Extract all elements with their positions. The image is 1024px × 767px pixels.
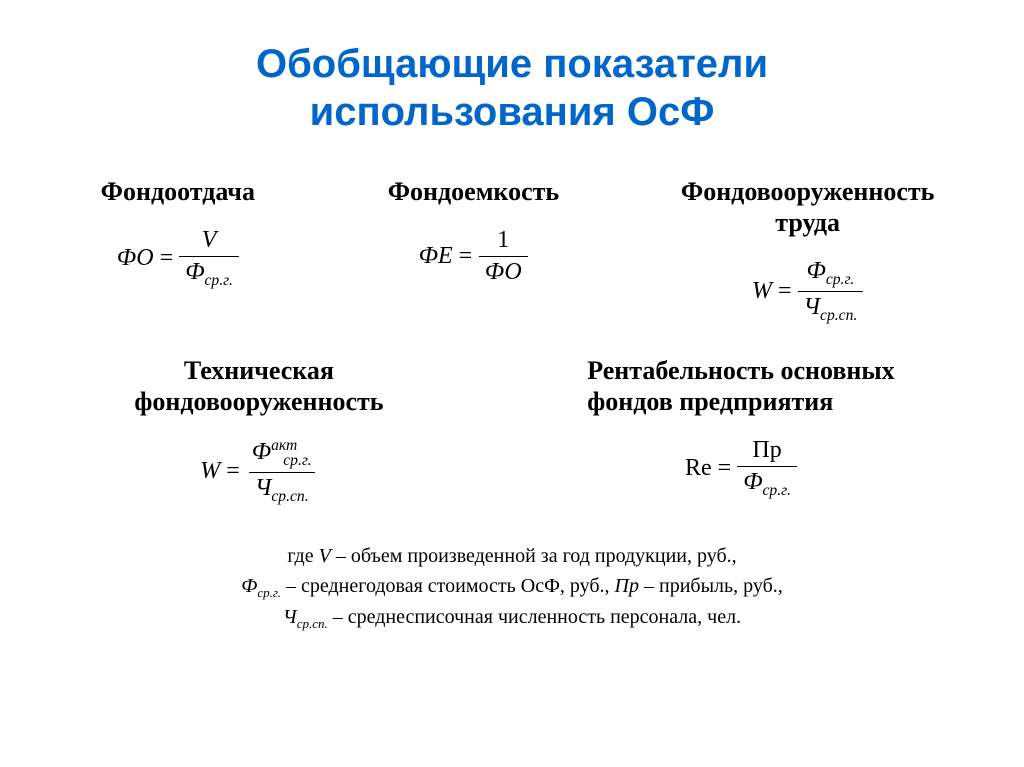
heading-line1: Рентабельность основных [587, 356, 894, 385]
legend-l2-mid: – среднегодовая стоимость ОсФ, руб., [281, 575, 615, 597]
heading-line2: фондов предприятия [587, 387, 833, 416]
legend-pr: Пр [615, 575, 639, 597]
numerator: Фактср.г. [246, 437, 318, 472]
eq: = [778, 278, 792, 305]
slide: Обобщающие показатели использования ОсФ … [0, 0, 1024, 767]
col-tech-fondovooruzhennost: Техническая фондовооруженность W = Фактс… [42, 355, 476, 506]
heading-fondootdacha: Фондоотдача [101, 176, 255, 207]
den-sub: ср.сп. [271, 488, 308, 505]
num-sub: ср.г. [826, 271, 854, 288]
heading-fondovooruzhennost: Фондовооруженность труда [681, 176, 935, 238]
eq: = [718, 455, 732, 482]
slide-title: Обобщающие показатели использования ОсФ [30, 40, 994, 136]
denominator: Чср.сп. [798, 291, 864, 325]
num-main: Ф [807, 258, 826, 284]
eq: = [226, 458, 240, 485]
col-fondootdacha: Фондоотдача ФО = V Фср.г. [33, 176, 322, 325]
formula-fondootdacha: ФО = V Фср.г. [117, 227, 239, 290]
legend-f: Ф [241, 575, 257, 597]
fraction: Пр Фср.г. [737, 437, 797, 500]
col-fondoemkost: Фондоемкость ФЕ = 1 ФО [329, 176, 618, 325]
legend: где V – объем произведенной за год проду… [30, 541, 994, 634]
heading-line1: Фондовооруженность [681, 177, 935, 206]
numerator: 1 [491, 227, 515, 256]
col-fondovooruzhennost: Фондовооруженность труда W = Фср.г. Чср.… [624, 176, 990, 325]
fraction: Фср.г. Чср.сп. [798, 258, 864, 325]
lhs: Re [685, 455, 712, 482]
formula-tech: W = Фактср.г. Чср.сп. [200, 437, 317, 506]
denominator: Фср.г. [179, 256, 239, 290]
den-sub: ср.г. [205, 272, 233, 289]
numerator: Фср.г. [801, 258, 861, 291]
heading-line2: фондовооруженность [134, 387, 383, 416]
legend-line2: Фср.г. – среднегодовая стоимость ОсФ, ру… [30, 571, 994, 603]
formula-rentabelnost: Re = Пр Фср.г. [685, 437, 797, 500]
num-main: Ф [252, 439, 271, 465]
heading-fondoemkost: Фондоемкость [388, 176, 559, 207]
den-main: Ч [804, 294, 821, 320]
den-main: Ф [743, 469, 762, 495]
legend-fsub: ср.г. [257, 585, 281, 600]
heading-line1: Техническая [184, 356, 334, 385]
numerator: V [196, 227, 223, 256]
legend-v: V [319, 545, 331, 567]
lhs: W [200, 458, 220, 485]
den-sub: ср.г. [763, 482, 791, 499]
eq: = [459, 243, 473, 270]
fraction: Фактср.г. Чср.сп. [246, 437, 318, 506]
den-main: Ч [255, 475, 272, 501]
heading-tech: Техническая фондовооруженность [134, 355, 383, 417]
title-line1: Обобщающие показатели [256, 42, 768, 86]
legend-l3-post: – среднесписочная численность персонала,… [328, 606, 741, 628]
denominator: ФО [479, 256, 528, 286]
legend-chsub: ср.сп. [297, 616, 328, 631]
fraction: V Фср.г. [179, 227, 239, 290]
legend-line3: Чср.сп. – среднесписочная численность пе… [30, 602, 994, 634]
num-sub: ср.г. [283, 452, 311, 469]
legend-l1-pre: где [287, 545, 318, 567]
lhs: W [752, 278, 772, 305]
heading-line2: труда [775, 208, 840, 237]
col-rentabelnost: Рентабельность основных фондов предприят… [500, 355, 982, 506]
legend-line1: где V – объем произведенной за год проду… [30, 541, 994, 571]
eq: = [160, 245, 174, 272]
legend-l1-post: – объем произведенной за год продукции, … [331, 545, 737, 567]
denominator: Чср.сп. [249, 472, 315, 506]
lhs: ФЕ [419, 243, 453, 270]
heading-rentabelnost: Рентабельность основных фондов предприят… [587, 355, 894, 417]
title-line2: использования ОсФ [310, 90, 715, 134]
den-sub: ср.сп. [820, 307, 857, 324]
legend-ch: Ч [283, 606, 297, 628]
formula-fondoemkost: ФЕ = 1 ФО [419, 227, 529, 286]
row-1: Фондоотдача ФО = V Фср.г. Фондоемкость Ф… [30, 176, 994, 325]
den-main: Ф [185, 259, 204, 285]
numerator: Пр [746, 437, 787, 466]
lhs: ФО [117, 245, 154, 272]
denominator: Фср.г. [737, 466, 797, 500]
formula-fondovooruzhennost: W = Фср.г. Чср.сп. [752, 258, 863, 325]
fraction: 1 ФО [478, 227, 528, 286]
row-2: Техническая фондовооруженность W = Фактс… [30, 355, 994, 506]
legend-l2-post: – прибыль, руб., [639, 575, 783, 597]
